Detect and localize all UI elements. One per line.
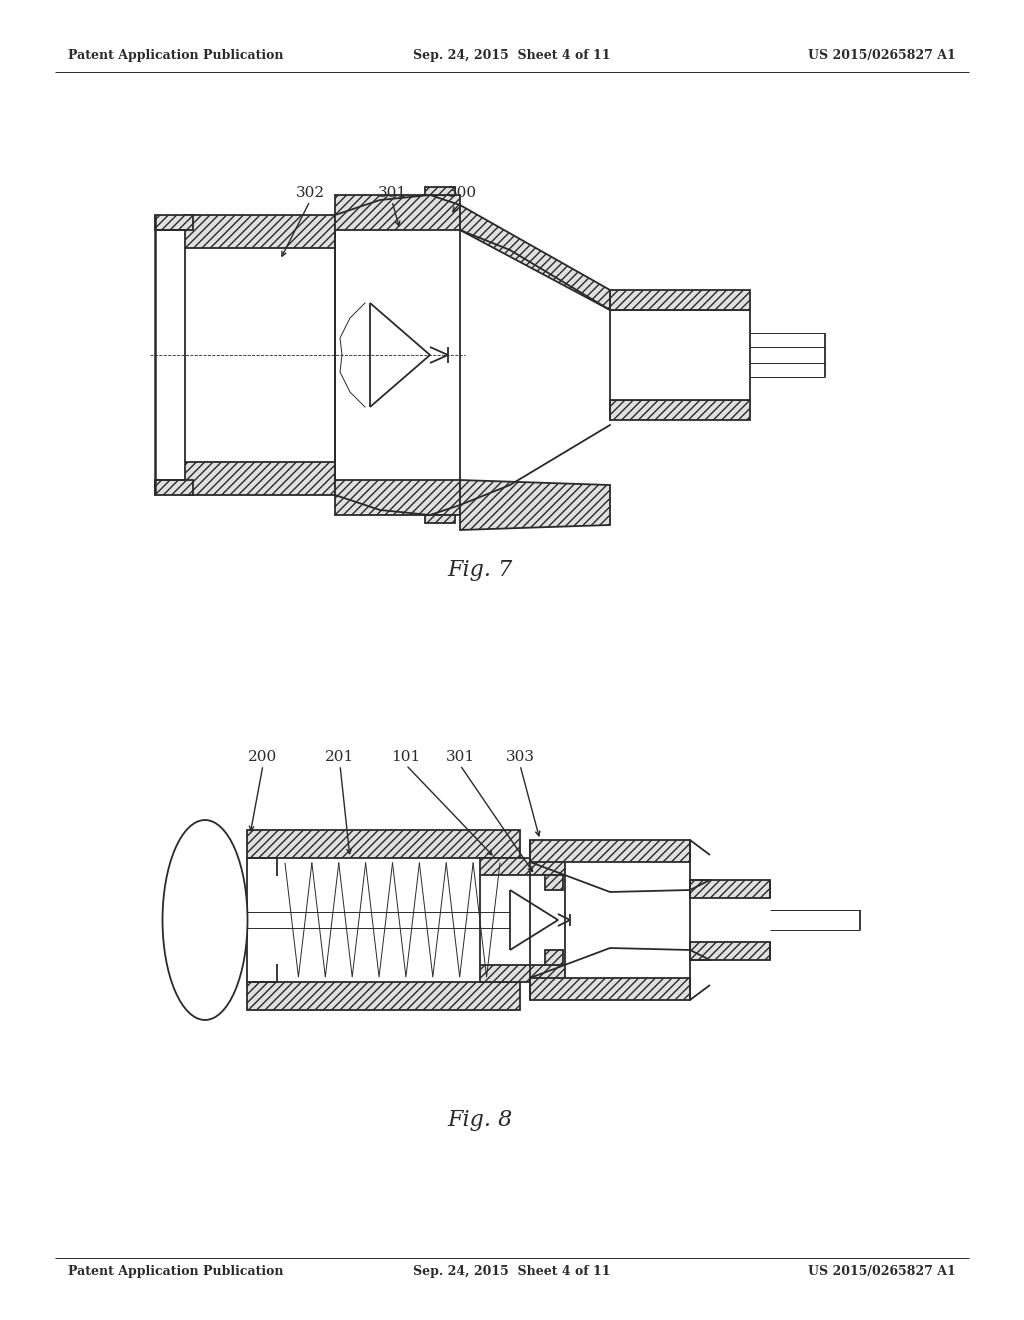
Text: 301: 301	[378, 186, 407, 201]
Polygon shape	[690, 942, 770, 960]
Text: 302: 302	[296, 186, 325, 201]
Polygon shape	[460, 205, 610, 310]
Text: 301: 301	[445, 750, 474, 764]
Polygon shape	[155, 215, 193, 230]
Polygon shape	[480, 965, 565, 982]
Polygon shape	[155, 480, 193, 495]
Text: 300: 300	[447, 186, 476, 201]
Text: US 2015/0265827 A1: US 2015/0265827 A1	[808, 1266, 956, 1279]
Polygon shape	[480, 858, 565, 875]
Polygon shape	[460, 480, 610, 531]
Polygon shape	[610, 290, 750, 310]
Text: Fig. 8: Fig. 8	[447, 1109, 513, 1131]
Polygon shape	[545, 950, 563, 965]
Polygon shape	[247, 982, 520, 1010]
Polygon shape	[530, 978, 690, 1001]
Text: Sep. 24, 2015  Sheet 4 of 11: Sep. 24, 2015 Sheet 4 of 11	[414, 1266, 610, 1279]
Polygon shape	[425, 515, 455, 523]
Polygon shape	[185, 215, 335, 248]
Text: Sep. 24, 2015  Sheet 4 of 11: Sep. 24, 2015 Sheet 4 of 11	[414, 49, 610, 62]
Polygon shape	[425, 187, 455, 195]
Text: Patent Application Publication: Patent Application Publication	[68, 1266, 284, 1279]
Polygon shape	[335, 195, 460, 230]
Polygon shape	[545, 875, 563, 890]
Text: US 2015/0265827 A1: US 2015/0265827 A1	[808, 49, 956, 62]
Polygon shape	[247, 830, 520, 858]
Polygon shape	[610, 400, 750, 420]
Text: 101: 101	[391, 750, 421, 764]
Text: 201: 201	[326, 750, 354, 764]
Polygon shape	[530, 840, 690, 862]
Polygon shape	[690, 880, 770, 898]
Text: 200: 200	[249, 750, 278, 764]
Polygon shape	[335, 480, 460, 515]
Ellipse shape	[163, 820, 248, 1020]
Text: Fig. 7: Fig. 7	[447, 558, 513, 581]
Polygon shape	[185, 462, 335, 495]
Text: 303: 303	[506, 750, 535, 764]
Text: Patent Application Publication: Patent Application Publication	[68, 49, 284, 62]
